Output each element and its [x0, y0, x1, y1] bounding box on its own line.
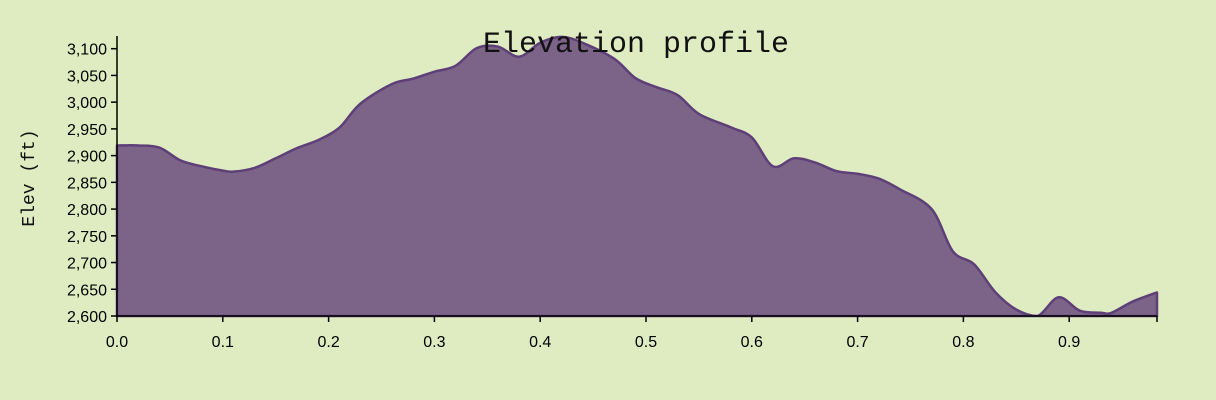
y-tick-label: 2,800 [67, 202, 107, 219]
x-tick-label: 0.1 [212, 334, 234, 351]
y-tick-label: 2,950 [67, 122, 107, 139]
y-tick-label: 2,900 [67, 149, 107, 166]
y-tick-label: 3,000 [67, 95, 107, 112]
y-tick-label: 3,050 [67, 68, 107, 85]
x-tick-label: 0.3 [423, 334, 445, 351]
y-tick-label: 2,650 [67, 282, 107, 299]
x-tick-label: 0.8 [952, 334, 974, 351]
y-tick-label: 2,600 [67, 309, 107, 326]
x-tick-label: 0.7 [846, 334, 868, 351]
y-tick-label: 3,100 [67, 42, 107, 59]
plot-area [115, 35, 1159, 318]
x-tick-label: 0.4 [529, 334, 551, 351]
elevation-area [115, 35, 1159, 318]
axes: 2,600 2,650 2,700 2,750 2,800 2,850 2,900 2,950… [67, 36, 1158, 351]
y-tick-label: 2,700 [67, 256, 107, 273]
x-tick-label: 0.6 [741, 334, 763, 351]
x-tick-label: 0.5 [635, 334, 657, 351]
y-axis-label: Elev (ft) [20, 129, 40, 226]
chart-title: Elevation profile [483, 28, 789, 62]
y-tick-label: 2,750 [67, 229, 107, 246]
x-tick-label: 0.9 [1058, 334, 1080, 351]
x-tick-label: 0.0 [106, 334, 128, 351]
x-tick-label: 0.2 [317, 334, 339, 351]
y-tick-label: 2,850 [67, 175, 107, 192]
